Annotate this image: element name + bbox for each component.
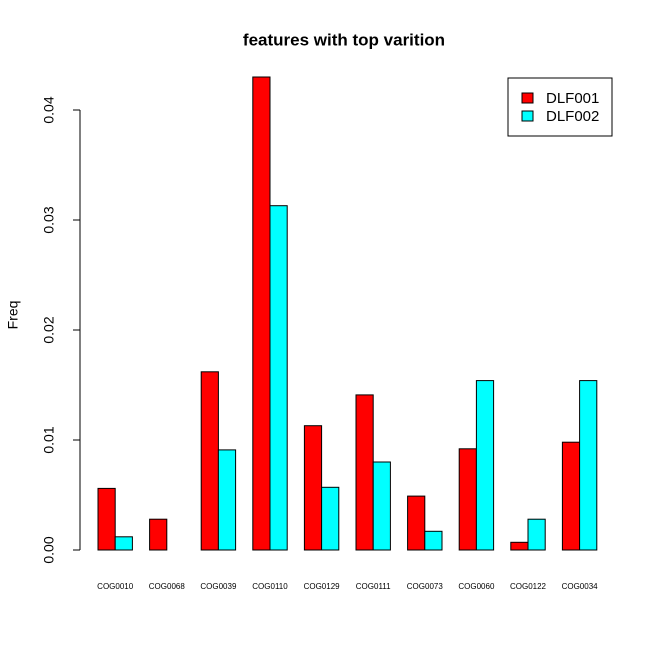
bar [510, 541, 529, 551]
bar [303, 425, 323, 551]
legend-label: DLF002 [546, 108, 599, 125]
x-tick-label: COG0010 [97, 582, 134, 591]
y-tick-label: 0.00 [41, 536, 57, 563]
bar [217, 449, 237, 551]
bar [579, 380, 598, 551]
y-tick-label: 0.01 [41, 426, 57, 453]
legend-label: DLF001 [546, 90, 599, 107]
x-tick-label: COG0073 [407, 582, 444, 591]
bar [355, 394, 374, 551]
bar [321, 486, 340, 551]
y-tick-label: 0.03 [41, 206, 57, 233]
x-tick-label: COG0129 [304, 582, 341, 591]
x-tick-label: COG0068 [149, 582, 186, 591]
x-tick-label: COG0111 [356, 582, 391, 591]
x-tick-label: COG0034 [562, 582, 599, 591]
bar [407, 495, 426, 551]
bar [561, 441, 581, 551]
bar [269, 205, 288, 551]
bar [252, 76, 271, 551]
y-tick-label: 0.02 [41, 316, 57, 343]
bar [200, 371, 219, 551]
bar [149, 518, 168, 551]
bar [372, 461, 391, 551]
x-tick-label: COG0122 [510, 582, 547, 591]
y-tick-label: 0.04 [41, 96, 57, 123]
bar [424, 530, 443, 551]
x-tick-label: COG0060 [458, 582, 495, 591]
legend-box [507, 77, 613, 137]
bar [114, 536, 133, 551]
y-axis-label: Freq [5, 301, 21, 330]
bar [97, 487, 116, 551]
x-tick-label: COG0110 [252, 582, 288, 591]
legend-swatch [521, 110, 534, 122]
bar [475, 380, 495, 551]
chart-title: features with top varition [243, 30, 445, 49]
legend-swatch [521, 92, 534, 104]
x-tick-label: COG0039 [200, 582, 237, 591]
bar [527, 518, 546, 551]
bar [458, 448, 477, 551]
